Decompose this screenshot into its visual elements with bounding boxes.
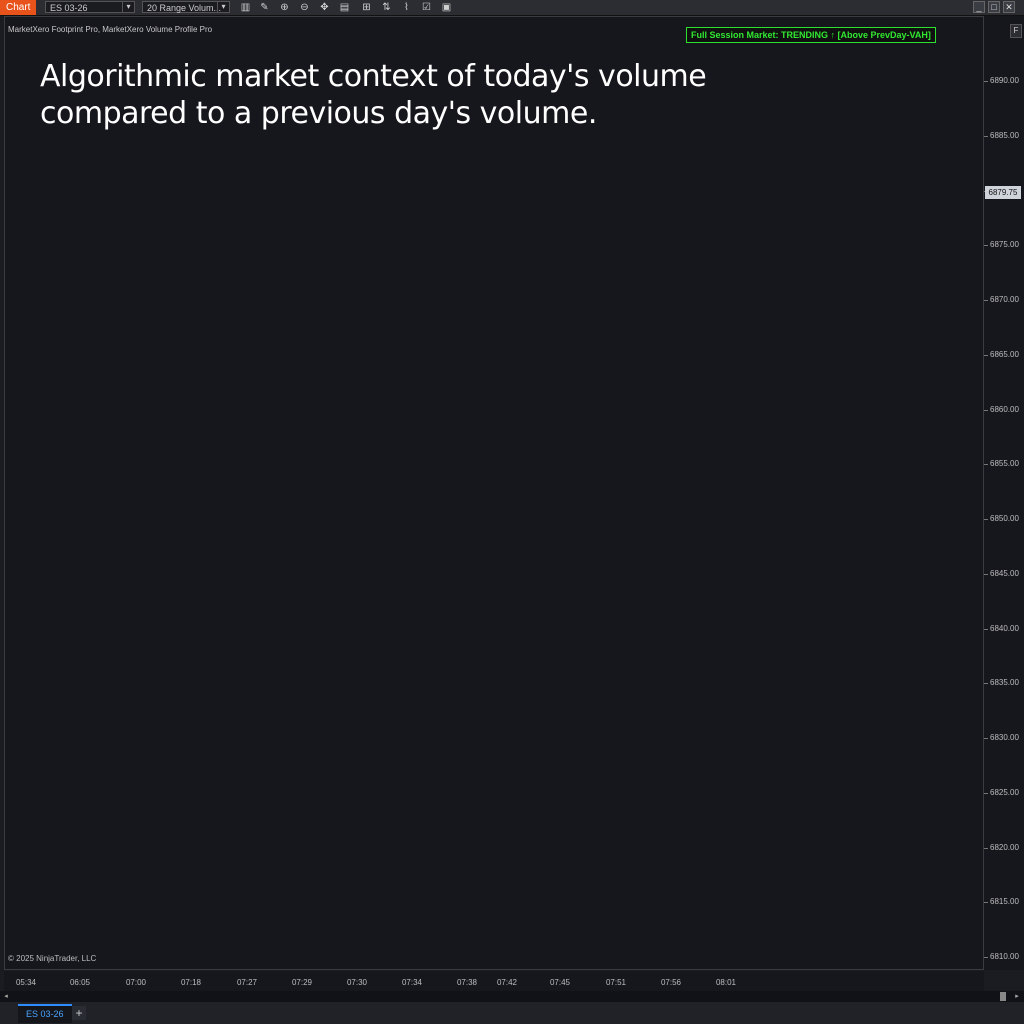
price-tick-mark xyxy=(984,245,988,247)
current-price-marker: 6879.75 xyxy=(985,186,1021,199)
indicators-icon[interactable]: ⇅ xyxy=(382,2,391,13)
price-tick-mark xyxy=(984,519,988,520)
time-tick-label: 07:18 xyxy=(180,978,202,987)
price-tick-label: 6865.00 xyxy=(990,349,1019,359)
strategies-icon[interactable]: ⊞ xyxy=(362,2,371,13)
price-tick-label: 6890.00 xyxy=(990,76,1019,85)
market-context-box: Full Session Market: TRENDING ↑ [Above P… xyxy=(686,27,936,43)
price-tick-mark xyxy=(984,573,988,575)
price-tick-mark xyxy=(984,957,988,958)
price-tick-label: 6830.00 xyxy=(990,733,1019,742)
price-tick-mark xyxy=(984,792,988,794)
scroll-thumb[interactable] xyxy=(1000,992,1006,1001)
price-tick-label: 6850.00 xyxy=(990,514,1019,523)
time-axis[interactable]: 05:34 06:05 07:00 07:18 07:27 07:29 07:30 07:34… xyxy=(4,971,984,991)
price-tick-mark xyxy=(984,354,988,356)
f-button[interactable]: F xyxy=(1010,24,1022,38)
scroll-right-icon[interactable]: ▸ xyxy=(1015,993,1019,1000)
chart-window-tab[interactable]: Chart xyxy=(0,0,37,15)
price-tick-label: 6820.00 xyxy=(990,842,1019,852)
price-tick-label: 6810.00 xyxy=(990,952,1019,961)
time-tick-label: 06:05 xyxy=(69,978,91,987)
time-tick-label: 07:42 xyxy=(496,978,518,987)
price-tick-label: 6815.00 xyxy=(990,897,1019,907)
time-tick-label: 07:34 xyxy=(401,978,423,987)
price-tick-mark xyxy=(984,902,988,904)
time-tick-label: 07:29 xyxy=(291,978,313,987)
screenshot-icon[interactable]: ▣ xyxy=(441,2,452,13)
horizontal-scrollbar[interactable]: ◂ ▸ xyxy=(0,991,1024,1002)
price-tick-label: 6875.00 xyxy=(990,240,1019,250)
price-tick-label: 6885.00 xyxy=(990,130,1019,140)
zoom-out-icon[interactable]: ⊖ xyxy=(300,2,309,13)
time-tick-label: 08:01 xyxy=(715,978,737,987)
draw-icon[interactable]: ✎ xyxy=(260,2,269,13)
share-icon[interactable]: ☑ xyxy=(422,2,431,13)
maximize-button[interactable]: □ xyxy=(988,1,1000,13)
time-tick-label: 07:27 xyxy=(236,978,258,987)
price-tick-mark xyxy=(984,81,988,82)
instrument-value: ES 03-26 xyxy=(50,3,88,13)
price-tick-label: 6860.00 xyxy=(990,404,1019,414)
time-tick-label: 05:34 xyxy=(15,978,37,987)
indicator-label: MarketXero Footprint Pro, MarketXero Vol… xyxy=(8,25,213,34)
crosshair-icon[interactable]: ✥ xyxy=(320,2,329,13)
price-tick-mark xyxy=(984,300,988,301)
time-tick-label: 07:45 xyxy=(549,978,571,987)
chevron-down-icon[interactable]: ▾ xyxy=(217,1,229,13)
price-tick-label: 6845.00 xyxy=(990,568,1019,578)
bar-type-selector[interactable]: 20 Range Volum... ▾ xyxy=(142,1,230,13)
time-tick-label: 07:00 xyxy=(125,978,147,987)
price-tick-mark xyxy=(984,628,988,630)
annotation-line-1: Algorithmic market context of today's vo… xyxy=(40,59,707,94)
price-tick-mark xyxy=(984,738,988,739)
chart-panel[interactable] xyxy=(4,16,984,970)
price-tick-mark xyxy=(984,135,988,137)
copyright-label: © 2025 NinjaTrader, LLC xyxy=(8,954,97,963)
scroll-left-icon[interactable]: ◂ xyxy=(4,993,8,1000)
price-tick-label: 6855.00 xyxy=(990,459,1019,469)
time-tick-label: 07:56 xyxy=(660,978,682,987)
time-tick-label: 07:51 xyxy=(605,978,627,987)
price-tick-mark xyxy=(984,464,988,466)
instrument-selector[interactable]: ES 03-26 ▾ xyxy=(45,1,135,13)
templates-icon[interactable]: ⌇ xyxy=(404,2,409,13)
annotation-text: Algorithmic market context of today's vo… xyxy=(40,58,707,132)
minimize-button[interactable]: _ xyxy=(973,1,985,13)
annotation-line-2: compared to a previous day's volume. xyxy=(40,96,597,131)
chevron-down-icon[interactable]: ▾ xyxy=(122,1,134,13)
instrument-tab-bar: ES 03-26 + xyxy=(0,1002,1024,1024)
price-tick-mark xyxy=(984,409,988,411)
zoom-in-icon[interactable]: ⊕ xyxy=(280,2,289,13)
tab-es-03-26[interactable]: ES 03-26 xyxy=(18,1004,72,1023)
close-button[interactable]: ✕ xyxy=(1003,1,1015,13)
bar-type-value: 20 Range Volum... xyxy=(147,3,222,13)
price-tick-label: 6840.00 xyxy=(990,623,1019,633)
properties-icon[interactable]: ▤ xyxy=(339,2,350,13)
price-tick-label: 6870.00 xyxy=(990,295,1019,304)
price-tick-mark xyxy=(984,683,988,685)
chart-toolbar: Chart ES 03-26 ▾ 20 Range Volum... ▾ ▥ ✎… xyxy=(0,0,1024,16)
price-axis[interactable]: 6890.006885.006880.006875.006870.006865.… xyxy=(984,16,1024,970)
time-tick-label: 07:30 xyxy=(346,978,368,987)
price-tick-label: 6835.00 xyxy=(990,678,1019,688)
time-tick-label: 07:38 xyxy=(456,978,478,987)
price-tick-mark xyxy=(984,847,988,849)
price-tick-label: 6825.00 xyxy=(990,787,1019,797)
bars-icon[interactable]: ▥ xyxy=(240,2,251,13)
add-tab-button[interactable]: + xyxy=(72,1006,86,1020)
